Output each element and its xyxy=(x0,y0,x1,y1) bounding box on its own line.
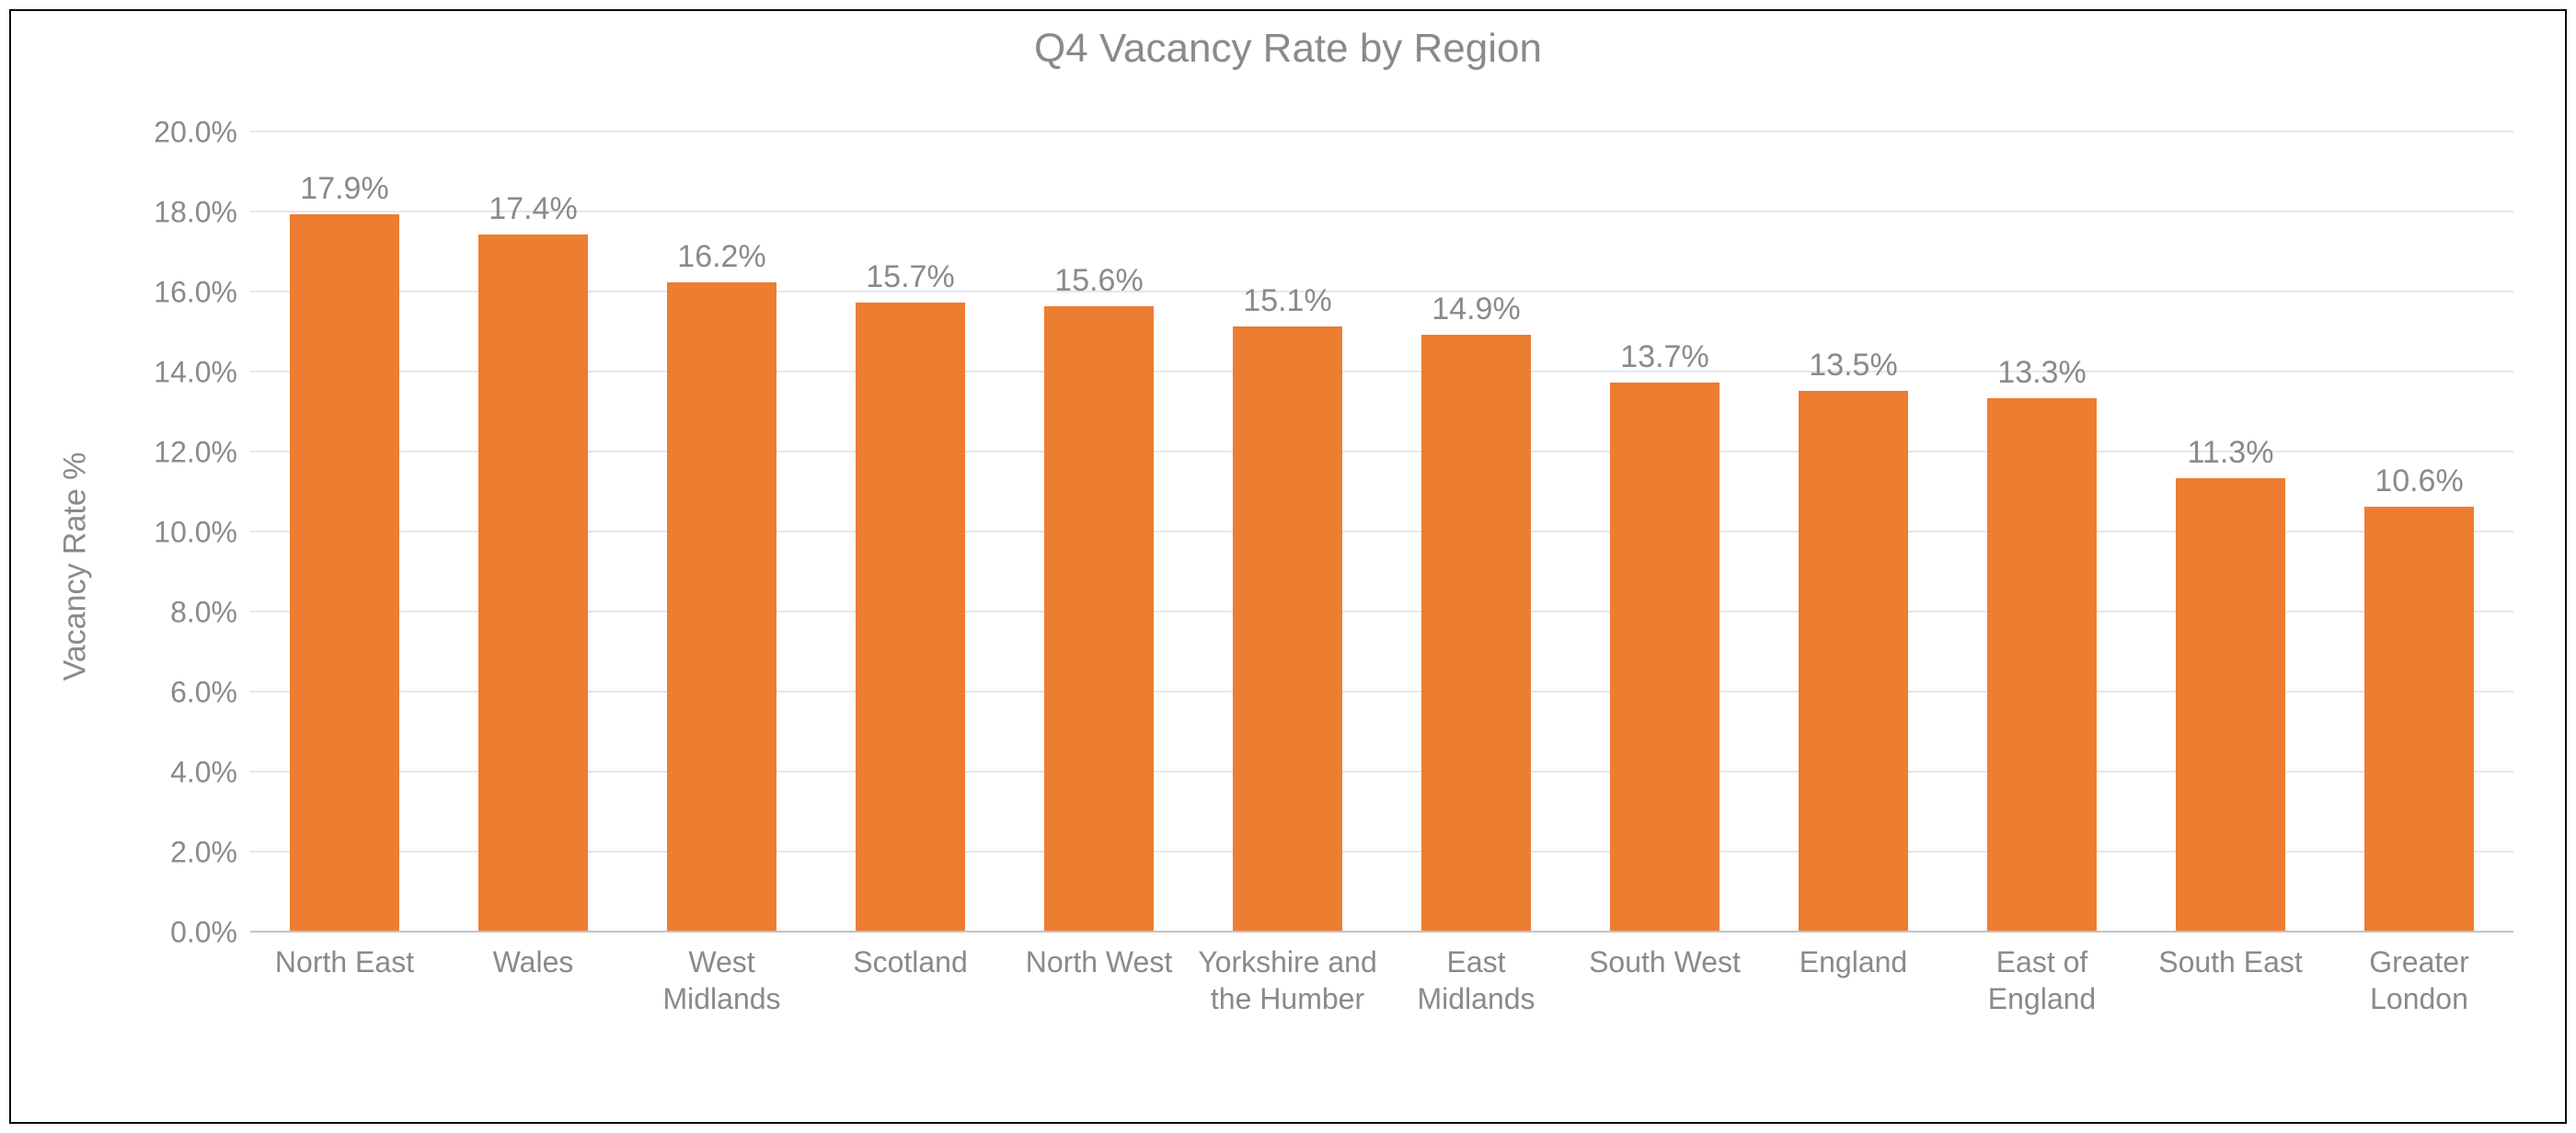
bar-slot: 16.2%West Midlands xyxy=(627,131,816,931)
x-tick-label: England xyxy=(1762,944,1946,980)
x-tick-label: Scotland xyxy=(819,944,1003,980)
bar: 16.2% xyxy=(667,282,776,931)
bar-slot: 14.9%East Midlands xyxy=(1382,131,1570,931)
y-tick-label: 10.0% xyxy=(154,516,237,550)
y-tick-label: 2.0% xyxy=(170,836,237,870)
bar-slot: 13.7%South West xyxy=(1570,131,1759,931)
bar: 13.3% xyxy=(1987,398,2097,931)
bar-slot: 13.3%East of England xyxy=(1948,131,2136,931)
x-tick-label: East of England xyxy=(1950,944,2134,1017)
x-tick-label: North East xyxy=(253,944,437,980)
bar-slot: 11.3%South East xyxy=(2136,131,2325,931)
bar-value-label: 15.1% xyxy=(1243,283,1331,319)
bar-value-label: 17.4% xyxy=(489,191,577,227)
chart-frame: Q4 Vacancy Rate by Region Vacancy Rate %… xyxy=(9,9,2567,1124)
bar-slot: 17.4%Wales xyxy=(439,131,627,931)
y-tick-label: 14.0% xyxy=(154,356,237,390)
y-tick-label: 16.0% xyxy=(154,276,237,310)
y-tick-label: 12.0% xyxy=(154,436,237,470)
bar-value-label: 13.3% xyxy=(1997,355,2086,391)
x-tick-label: East Midlands xyxy=(1385,944,1569,1017)
x-tick-label: Wales xyxy=(442,944,626,980)
plot-area: 0.0%2.0%4.0%6.0%8.0%10.0%12.0%14.0%16.0%… xyxy=(250,131,2513,931)
y-tick-label: 0.0% xyxy=(170,916,237,950)
bar: 10.6% xyxy=(2364,507,2474,931)
bar: 14.9% xyxy=(1421,335,1531,931)
x-tick-label: South West xyxy=(1573,944,1757,980)
bar-value-label: 13.7% xyxy=(1620,339,1708,375)
x-tick-label: North West xyxy=(1007,944,1191,980)
bar: 15.1% xyxy=(1233,326,1342,931)
chart-title: Q4 Vacancy Rate by Region xyxy=(11,26,2565,72)
x-tick-label: Yorkshire and the Humber xyxy=(1196,944,1380,1017)
bar-value-label: 11.3% xyxy=(2188,435,2274,471)
y-tick-label: 8.0% xyxy=(170,596,237,630)
y-tick-label: 4.0% xyxy=(170,756,237,790)
bar-value-label: 16.2% xyxy=(677,239,765,275)
bar-value-label: 15.7% xyxy=(866,259,954,295)
x-tick-label: Greater London xyxy=(2328,944,2512,1017)
bar-value-label: 15.6% xyxy=(1054,263,1143,299)
x-tick-label: West Midlands xyxy=(630,944,814,1017)
bar-value-label: 14.9% xyxy=(1432,292,1520,327)
y-tick-label: 20.0% xyxy=(154,116,237,150)
bar-slot: 10.6%Greater London xyxy=(2325,131,2513,931)
bar-slot: 13.5%England xyxy=(1759,131,1948,931)
gridline: 0.0% xyxy=(250,931,2513,933)
y-tick-label: 6.0% xyxy=(170,676,237,710)
bar-slot: 15.7%Scotland xyxy=(816,131,1005,931)
x-tick-label: South East xyxy=(2139,944,2323,980)
bar-slot: 15.6%North West xyxy=(1005,131,1193,931)
bar: 11.3% xyxy=(2176,478,2285,931)
bar: 13.5% xyxy=(1799,391,1908,931)
y-axis-title: Vacancy Rate % xyxy=(58,452,94,681)
y-tick-label: 18.0% xyxy=(154,196,237,230)
bar: 17.9% xyxy=(290,214,399,931)
bar-value-label: 13.5% xyxy=(1809,348,1897,383)
bar: 15.7% xyxy=(856,303,965,931)
bar: 15.6% xyxy=(1044,306,1154,931)
bar: 17.4% xyxy=(478,235,588,931)
bar-value-label: 10.6% xyxy=(2375,464,2463,499)
bar-slot: 15.1%Yorkshire and the Humber xyxy=(1193,131,1382,931)
bar-value-label: 17.9% xyxy=(300,171,388,207)
bar-slot: 17.9%North East xyxy=(250,131,439,931)
bar: 13.7% xyxy=(1610,383,1719,931)
